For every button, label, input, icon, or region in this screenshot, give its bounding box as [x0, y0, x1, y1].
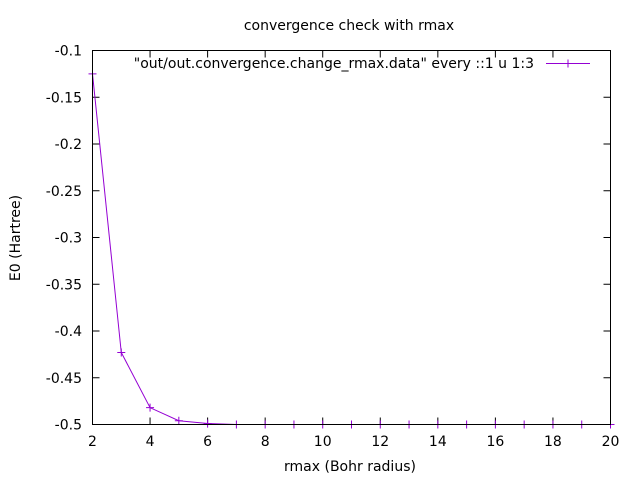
x-tick-label: 20 — [602, 434, 620, 450]
data-point — [174, 416, 183, 425]
data-point — [146, 403, 155, 412]
x-tick-label: 14 — [429, 434, 447, 450]
x-tick-label: 18 — [544, 434, 562, 450]
plot-frame — [92, 50, 611, 425]
y-tick-label: -0.45 — [46, 371, 82, 387]
y-tick-label: -0.35 — [46, 277, 82, 293]
series-line — [92, 73, 611, 425]
y-tick-label: -0.15 — [46, 90, 82, 106]
y-tick-label: -0.1 — [55, 44, 82, 60]
x-tick-label: 8 — [261, 434, 270, 450]
y-tick-label: -0.2 — [55, 137, 82, 153]
x-tick-label: 10 — [314, 434, 332, 450]
ticks-layer: 2 4 6 8 10 12 14 16 18 20 -0.1 -0.15 -0.2 -0.25 -0.3 -0… — [46, 44, 620, 451]
y-tick-label: -0.4 — [55, 324, 82, 340]
series-layer — [88, 69, 615, 429]
x-axis-title: rmax (Bohr radius) — [284, 459, 416, 475]
data-point — [117, 348, 126, 357]
x-tick-label: 4 — [146, 434, 155, 450]
legend-marker — [564, 59, 572, 68]
y-tick-label: -0.3 — [55, 231, 82, 247]
y-tick-label: -0.25 — [46, 184, 82, 200]
legend-label: "out/out.convergence.change_rmax.data" e… — [134, 56, 534, 72]
chart-title: convergence check with rmax — [244, 18, 454, 34]
x-tick-label: 6 — [203, 434, 212, 450]
x-tick-label: 12 — [371, 434, 389, 450]
x-tick-label: 2 — [88, 434, 97, 450]
data-point — [203, 419, 212, 428]
y-axis-title: E0 (Hartree) — [8, 195, 24, 281]
x-tick-label: 16 — [486, 434, 504, 450]
y-tick-label: -0.5 — [55, 418, 82, 434]
legend: "out/out.convergence.change_rmax.data" e… — [134, 56, 590, 72]
